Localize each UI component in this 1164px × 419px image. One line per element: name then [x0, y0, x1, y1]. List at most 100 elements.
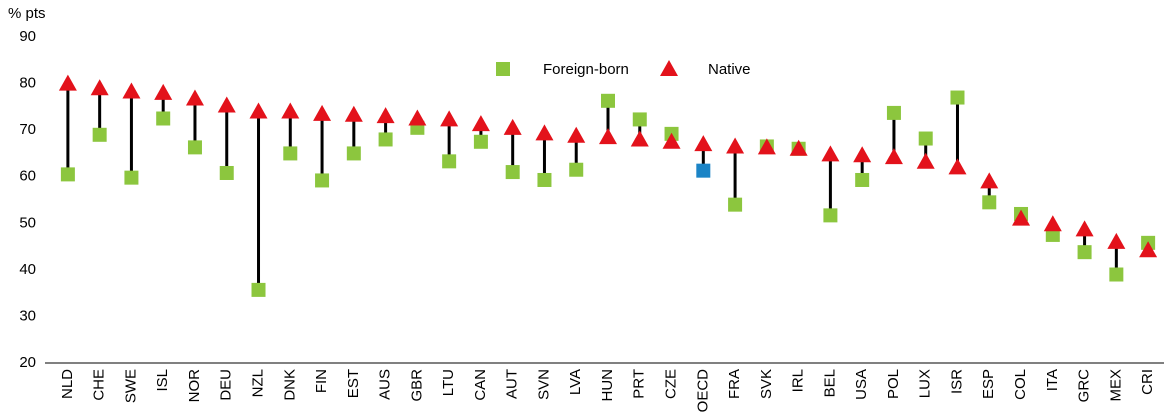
triangle-marker	[535, 124, 554, 141]
square-marker	[283, 146, 298, 161]
x-tick-label: USA	[853, 369, 870, 400]
triangle-marker	[376, 107, 395, 124]
square-marker	[1109, 267, 1124, 282]
triangle-marker	[471, 115, 490, 132]
square-marker	[315, 173, 330, 188]
triangle-marker	[948, 158, 967, 175]
square-marker	[124, 170, 139, 185]
triangle-marker	[281, 102, 300, 119]
legend-label: Native	[708, 61, 751, 78]
square-marker	[187, 140, 202, 155]
x-tick-label: SVN	[535, 369, 552, 400]
triangle-marker	[726, 137, 745, 154]
y-tick-label: 60	[19, 168, 36, 185]
x-tick-label: CAN	[472, 369, 489, 401]
triangle-marker	[599, 128, 617, 145]
square-marker	[219, 165, 234, 180]
square-marker	[918, 131, 933, 146]
y-tick-label: 80	[19, 75, 36, 92]
triangle-marker	[1043, 215, 1062, 232]
x-tick-label: HUN	[599, 369, 616, 402]
y-tick-label: 30	[19, 307, 36, 324]
x-tick-label: FIN	[313, 369, 330, 393]
square-marker	[378, 132, 393, 147]
x-tick-label: CHE	[91, 369, 108, 401]
x-tick-label: PRT	[631, 369, 648, 399]
square-marker	[601, 93, 615, 108]
x-tick-label: AUS	[377, 369, 394, 400]
legend-label: Foreign-born	[543, 61, 629, 78]
x-tick-label: ITA	[1044, 369, 1061, 391]
x-tick-label: FRA	[726, 369, 743, 399]
triangle-marker	[217, 96, 236, 113]
triangle-marker	[58, 74, 77, 91]
square-marker	[251, 282, 266, 297]
legend-marker	[496, 62, 510, 76]
y-axis-label: % pts	[8, 5, 46, 22]
x-tick-label: GBR	[408, 369, 425, 402]
y-tick-label: 40	[19, 261, 36, 278]
square-marker	[505, 165, 520, 180]
x-tick-label: EST	[345, 369, 362, 398]
square-marker	[982, 195, 997, 210]
triangle-marker	[821, 145, 840, 162]
y-tick-label: 70	[19, 121, 36, 138]
square-marker	[728, 197, 743, 212]
square-marker	[632, 112, 647, 127]
legend-marker	[660, 60, 678, 76]
y-tick-label: 20	[19, 354, 36, 371]
x-tick-label: ISL	[154, 369, 171, 392]
triangle-marker	[503, 118, 522, 135]
triangle-marker	[757, 138, 776, 155]
triangle-marker	[1075, 220, 1094, 237]
triangle-marker	[185, 89, 204, 106]
x-tick-label: MEX	[1107, 369, 1124, 402]
triangle-marker	[694, 135, 713, 152]
y-tick-label: 90	[19, 28, 36, 45]
triangle-marker	[567, 126, 586, 143]
x-tick-label: POL	[885, 369, 902, 399]
square-marker	[855, 172, 870, 187]
x-tick-label: BEL	[821, 369, 838, 397]
y-tick-label: 50	[19, 214, 36, 231]
triangle-marker	[249, 102, 268, 119]
x-tick-label: NOR	[186, 369, 203, 403]
triangle-marker	[408, 109, 427, 126]
triangle-marker	[344, 105, 363, 122]
x-tick-label: ISR	[948, 369, 965, 394]
triangle-marker	[154, 83, 173, 100]
triangle-marker	[122, 82, 141, 99]
square-marker	[823, 208, 838, 223]
square-marker	[60, 167, 75, 182]
x-tick-label: COL	[1012, 369, 1029, 400]
x-tick-label: NZL	[249, 369, 266, 397]
triangle-marker	[1107, 232, 1126, 249]
triangle-marker	[1139, 241, 1158, 258]
triangle-marker	[1012, 209, 1031, 226]
triangle-marker	[440, 110, 459, 127]
square-marker	[346, 146, 361, 161]
square-marker	[537, 172, 552, 187]
x-tick-label: LUX	[917, 369, 934, 398]
square-marker	[886, 105, 901, 120]
square-marker	[92, 127, 107, 142]
square-marker	[950, 90, 965, 105]
triangle-marker	[916, 152, 935, 169]
triangle-marker	[662, 132, 681, 149]
triangle-marker	[630, 130, 649, 147]
triangle-marker	[313, 104, 332, 121]
x-tick-label: NLD	[59, 369, 76, 399]
x-tick-label: DNK	[281, 369, 298, 401]
square-marker	[442, 154, 457, 169]
square-marker	[696, 163, 711, 178]
x-tick-label: CRI	[1139, 369, 1156, 395]
triangle-marker	[884, 148, 903, 165]
square-marker	[1077, 245, 1092, 260]
x-tick-label: SWE	[122, 369, 139, 403]
square-marker	[1045, 227, 1060, 242]
triangle-marker	[853, 146, 872, 163]
x-tick-label: ESP	[980, 369, 997, 399]
triangle-marker	[90, 79, 109, 96]
x-tick-label: DEU	[218, 369, 235, 401]
